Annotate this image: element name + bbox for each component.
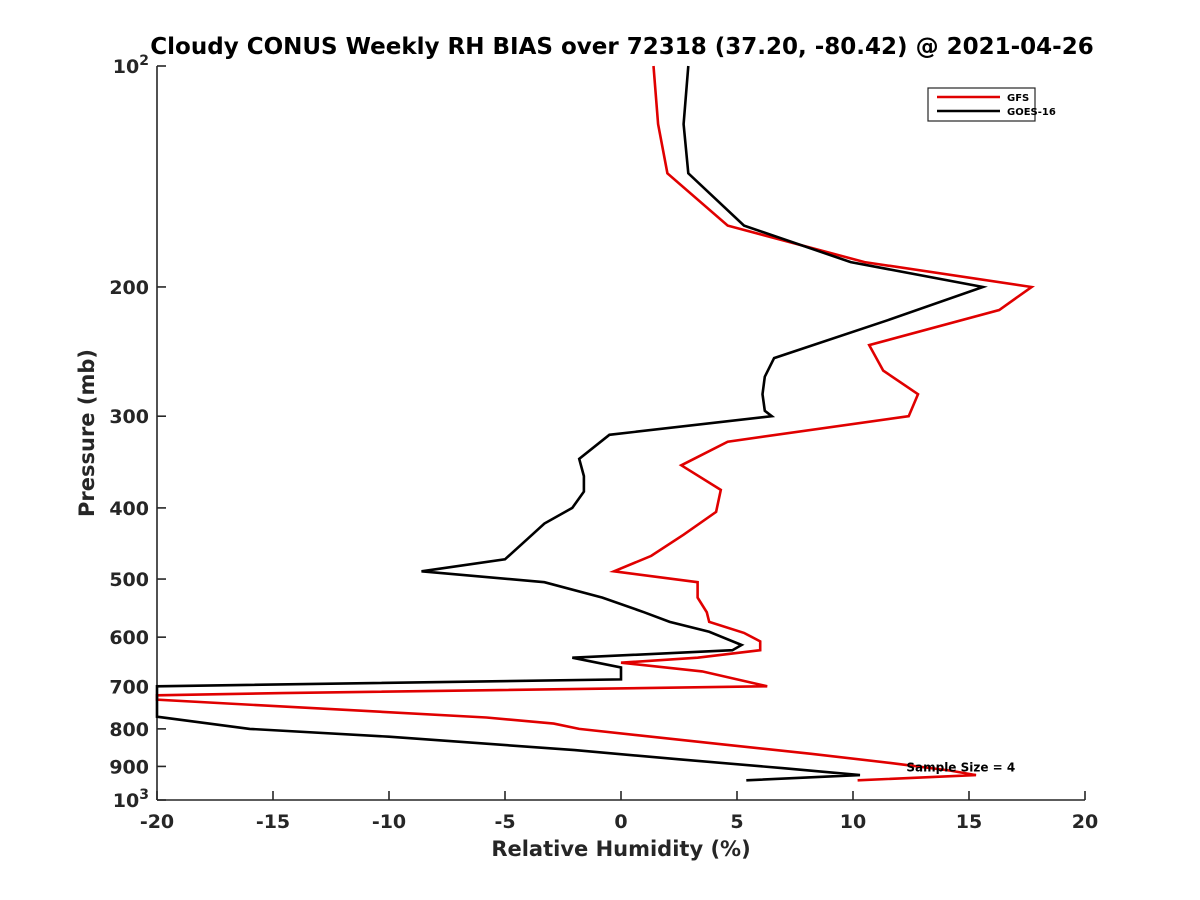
y-tick-label: 800 [109, 719, 149, 741]
sample-size-annotation: Sample Size = 4 [906, 760, 1015, 774]
y-tick-label: 500 [109, 569, 149, 591]
x-tick-label: 5 [730, 811, 743, 833]
series-layer [155, 65, 1035, 782]
x-tick-label: 20 [1072, 811, 1098, 833]
y-tick-label: 200 [109, 277, 149, 299]
x-tick-label: 10 [840, 811, 866, 833]
y-tick-label: 700 [109, 676, 149, 698]
legend-label-goes16: GOES-16 [1007, 107, 1056, 118]
series-line-gfs [155, 65, 1035, 782]
y-tick-label: 103 [113, 787, 149, 812]
x-tick-label: -15 [256, 811, 290, 833]
y-axis-label: Pressure (mb) [75, 349, 99, 517]
y-tick-label: 900 [109, 756, 149, 778]
y-tick-label: 102 [113, 53, 149, 78]
y-tick-label: 400 [109, 498, 149, 520]
x-axis-label: Relative Humidity (%) [491, 837, 750, 861]
legend: GFS GOES-16 [927, 87, 1056, 122]
series-line-goes16 [155, 65, 988, 782]
x-tick-label: -10 [372, 811, 406, 833]
legend-label-gfs: GFS [1007, 93, 1029, 104]
chart-title: Cloudy CONUS Weekly RH BIAS over 72318 (… [150, 34, 1093, 60]
y-tick-label: 600 [109, 627, 149, 649]
x-tick-label: 0 [614, 811, 627, 833]
x-tick-label: -5 [494, 811, 515, 833]
y-tick-label: 300 [109, 406, 149, 428]
x-tick-label: 15 [956, 811, 982, 833]
axes: -20 -15 -10 -5 0 5 10 15 20 102 200 300 400 500 600 700… [109, 53, 1098, 833]
legend-box [927, 87, 1036, 122]
x-tick-label: -20 [140, 811, 174, 833]
